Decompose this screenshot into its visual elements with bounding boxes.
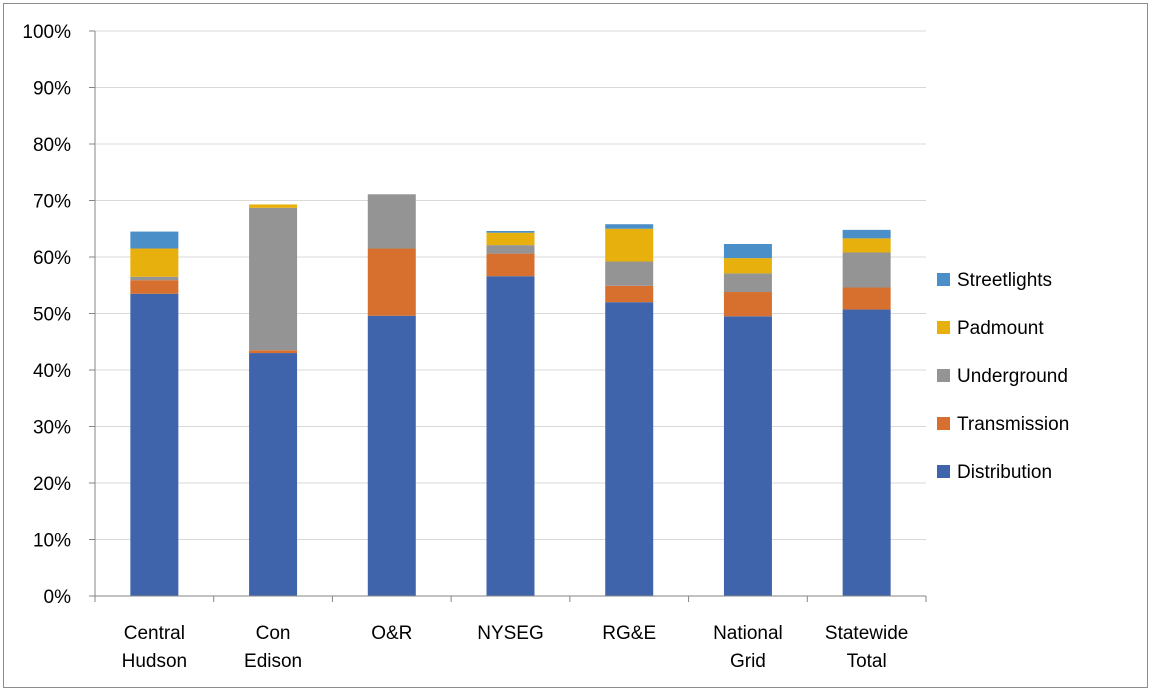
bar-segment-transmission: [130, 280, 179, 294]
y-tick-label: 60%: [33, 248, 71, 269]
legend-swatch-transmission: [937, 417, 950, 430]
legend-swatch-padmount: [937, 321, 950, 334]
bar-segment-distribution: [486, 276, 535, 596]
x-category-label: Grid: [730, 651, 766, 672]
y-tick-label: 10%: [33, 531, 71, 552]
x-category-label: National: [713, 623, 783, 644]
axes: [94, 31, 927, 602]
legend-label-streetlights: Streetlights: [957, 270, 1052, 291]
legend-label-underground: Underground: [957, 366, 1068, 387]
bar-segment-underground: [486, 245, 535, 254]
bar-segment-underground: [367, 194, 416, 249]
bar-segment-distribution: [130, 293, 179, 596]
x-category-label: Statewide: [825, 623, 908, 644]
bar-segment-streetlights: [842, 229, 891, 239]
x-category-label: O&R: [371, 623, 412, 644]
bar-segment-distribution: [367, 315, 416, 596]
legend-label-padmount: Padmount: [957, 318, 1044, 339]
bar-segment-distribution: [842, 309, 891, 596]
bar-segment-padmount: [486, 232, 535, 246]
bars: [130, 194, 891, 596]
x-category-label: Central: [124, 623, 185, 644]
x-category-label: Edison: [244, 651, 302, 672]
x-category-label: Total: [847, 651, 887, 672]
bar-segment-distribution: [723, 316, 772, 596]
bar-segment-padmount: [130, 248, 179, 277]
bar-segment-padmount: [723, 258, 772, 274]
bar-segment-streetlights: [723, 244, 772, 259]
legend-swatch-distribution: [937, 465, 950, 478]
bar-segment-padmount: [605, 228, 654, 262]
bar-segment-transmission: [486, 253, 535, 277]
bar-segment-underground: [605, 261, 654, 286]
x-category-label: Hudson: [122, 651, 188, 672]
x-category-label: RG&E: [602, 623, 656, 644]
bar-segment-padmount: [842, 238, 891, 253]
bar-segment-distribution: [605, 302, 654, 596]
y-tick-label: 40%: [33, 361, 71, 382]
chart-frame: [3, 3, 1148, 688]
bar-segment-underground: [249, 207, 298, 351]
bar-segment-streetlights: [130, 231, 179, 249]
bar-segment-underground: [842, 252, 891, 288]
y-axis-tick-labels: 0% 10% 20% 30% 40% 50% 60% 70% 80% 90% 100%: [22, 22, 71, 608]
y-tick-label: 100%: [22, 22, 71, 43]
bar-segment-distribution: [249, 353, 298, 596]
bar-segment-streetlights: [486, 231, 535, 233]
bar-segment-underground: [723, 273, 772, 293]
legend-label-transmission: Transmission: [957, 414, 1069, 435]
y-tick-label: 80%: [33, 135, 71, 156]
bar-segment-padmount: [249, 204, 298, 208]
y-tick-label: 90%: [33, 79, 71, 100]
bar-segment-transmission: [842, 287, 891, 310]
y-tick-label: 30%: [33, 418, 71, 439]
legend: Streetlights Padmount Underground Transmiss…: [937, 270, 1069, 483]
bar-segment-transmission: [367, 248, 416, 316]
bar-segment-underground: [130, 276, 179, 281]
bar-segment-transmission: [605, 285, 654, 303]
bar-segment-transmission: [249, 350, 298, 354]
y-tick-label: 20%: [33, 474, 71, 495]
y-tick-label: 0%: [44, 587, 72, 608]
x-category-label: Con: [256, 623, 291, 644]
x-category-label: NYSEG: [477, 623, 544, 644]
legend-label-distribution: Distribution: [957, 462, 1052, 483]
legend-swatch-underground: [937, 369, 950, 382]
bar-segment-streetlights: [605, 224, 654, 229]
y-tick-label: 70%: [33, 192, 71, 213]
y-tick-label: 50%: [33, 305, 71, 326]
bar-segment-transmission: [723, 292, 772, 317]
x-axis-category-labels: Central Hudson Con Edison O&R NYSEG RG&E Nation…: [122, 623, 909, 672]
legend-swatch-streetlights: [937, 273, 950, 286]
